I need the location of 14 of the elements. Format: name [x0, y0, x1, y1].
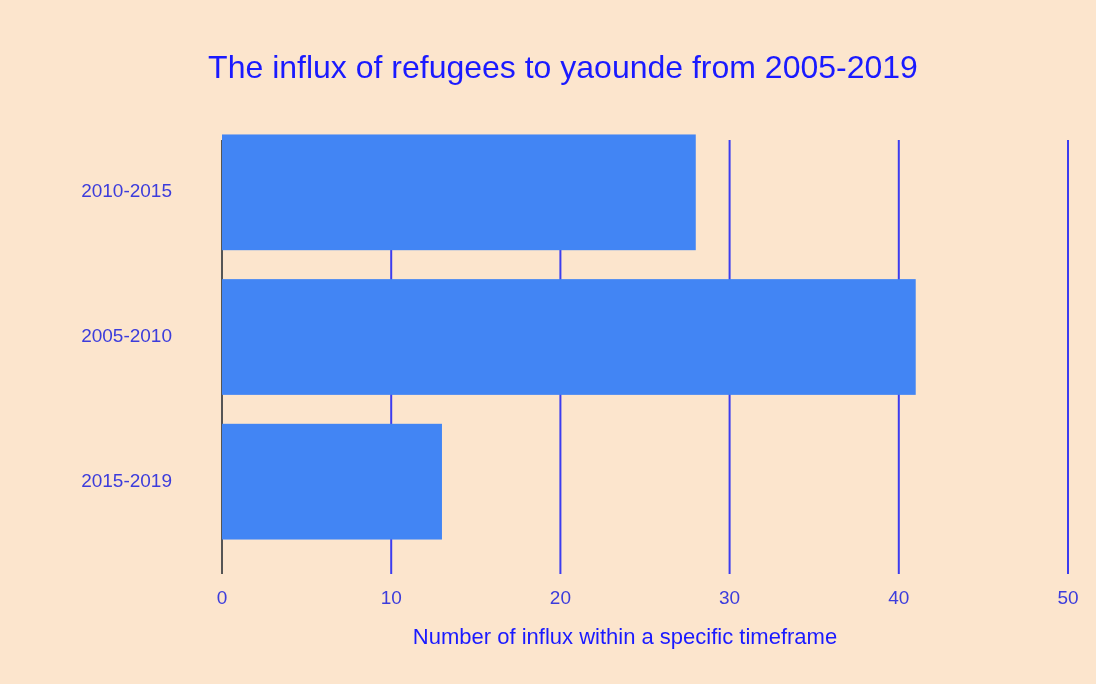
- chart-title: The influx of refugees to yaounde from 2005-2019: [208, 49, 918, 85]
- x-tick-label: 0: [216, 587, 228, 608]
- y-tick-label: 2010-2015: [81, 180, 172, 202]
- x-tick-label: 50: [1057, 587, 1079, 608]
- bar: [222, 423, 442, 540]
- x-tick-label: 30: [719, 587, 741, 608]
- x-tick-label: 40: [888, 587, 910, 608]
- bar: [222, 134, 696, 251]
- y-tick-label: 2005-2010: [81, 325, 172, 347]
- x-tick-label: 10: [380, 587, 402, 608]
- x-axis-title: Number of influx within a specific timeframe: [412, 624, 838, 649]
- y-tick-label: 2015-2019: [81, 469, 172, 491]
- x-tick-label: 20: [549, 587, 571, 608]
- bar: [222, 279, 916, 395]
